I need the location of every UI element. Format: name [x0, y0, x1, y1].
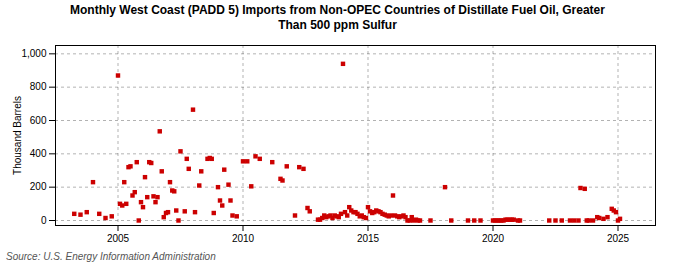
- svg-text:2005: 2005: [107, 233, 130, 244]
- svg-text:Thousand Barrels: Thousand Barrels: [12, 96, 23, 175]
- svg-text:800: 800: [30, 81, 47, 92]
- svg-text:0: 0: [41, 215, 47, 226]
- svg-text:2020: 2020: [482, 233, 505, 244]
- svg-text:600: 600: [30, 115, 47, 126]
- svg-text:2025: 2025: [607, 233, 630, 244]
- html-text:Source: U.S. Energy Informatio: Source: U.S. Energy Information Administ…: [6, 251, 216, 262]
- html-text:Monthly West Coast (PADD 5) Im: Monthly West Coast (PADD 5) Imports from…: [70, 3, 605, 32]
- svg-text:400: 400: [30, 148, 47, 159]
- svg-text:2015: 2015: [357, 233, 380, 244]
- svg-text:200: 200: [30, 181, 47, 192]
- svg-text:2010: 2010: [232, 233, 255, 244]
- svg-text:1,000: 1,000: [21, 48, 46, 59]
